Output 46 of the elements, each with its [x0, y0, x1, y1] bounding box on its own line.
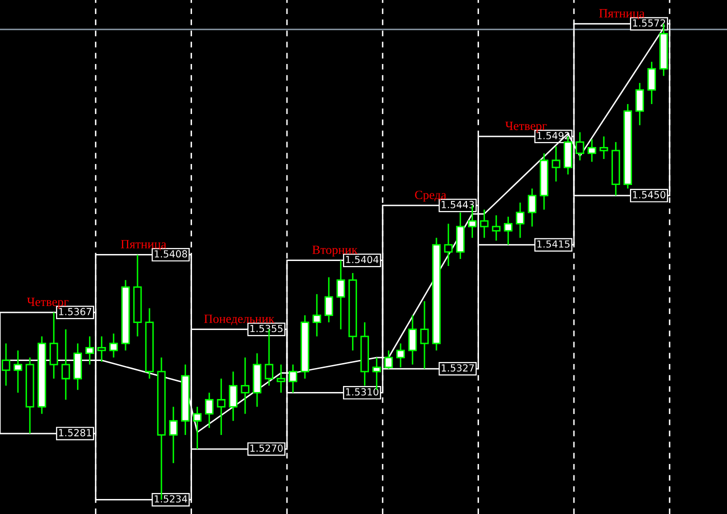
candlestick [516, 202, 524, 239]
annotation: 1.5572 [633, 19, 666, 27]
candlestick [647, 61, 656, 105]
candlestick [169, 406, 178, 464]
candlestick [2, 342, 10, 386]
candlestick [276, 364, 286, 394]
annotation: Четверг [27, 298, 68, 309]
text: Пятница [599, 9, 645, 20]
annotation: Пятница [120, 240, 166, 251]
annotation: 1.5367 [59, 308, 92, 316]
candlestick [444, 223, 453, 267]
candlestick [240, 356, 250, 415]
candlestick [204, 392, 214, 429]
annotation: 1.5408 [154, 250, 188, 258]
candlestick [480, 208, 489, 239]
annotation: 1.5234 [154, 495, 188, 503]
candlestick [588, 138, 596, 162]
annotation: 1.5404 [346, 256, 378, 264]
annotation: Среда [415, 190, 446, 202]
candlestick [528, 188, 536, 228]
annotation: 1.5327 [442, 364, 474, 372]
candlestick [312, 293, 322, 338]
annotation: 1.5415 [537, 240, 570, 248]
candlestick [216, 378, 226, 436]
annotation: 1.5281 [59, 429, 92, 436]
annotation: 1.5270 [250, 444, 283, 452]
candlestick [635, 82, 644, 126]
candlestick [324, 276, 334, 323]
candlestick [97, 336, 106, 362]
annotation: 1.5355 [250, 324, 283, 332]
annotation: 1.5450 [633, 191, 666, 198]
candlestick [408, 314, 417, 366]
annotation: Вторник [312, 246, 358, 257]
candlestick [61, 328, 70, 400]
candlestick [228, 370, 238, 422]
annotation: Четверг [505, 122, 547, 133]
candlestick [576, 132, 584, 162]
annotation: 1.5310 [346, 388, 378, 396]
candlestick [492, 214, 501, 242]
candlestick [420, 300, 429, 370]
annotation: 1.5443 [442, 200, 474, 208]
annotation: Понедельник [204, 314, 274, 326]
candlestick [600, 136, 608, 160]
candlestick [552, 146, 560, 182]
candlestick [109, 332, 118, 358]
candlestick [14, 350, 22, 394]
